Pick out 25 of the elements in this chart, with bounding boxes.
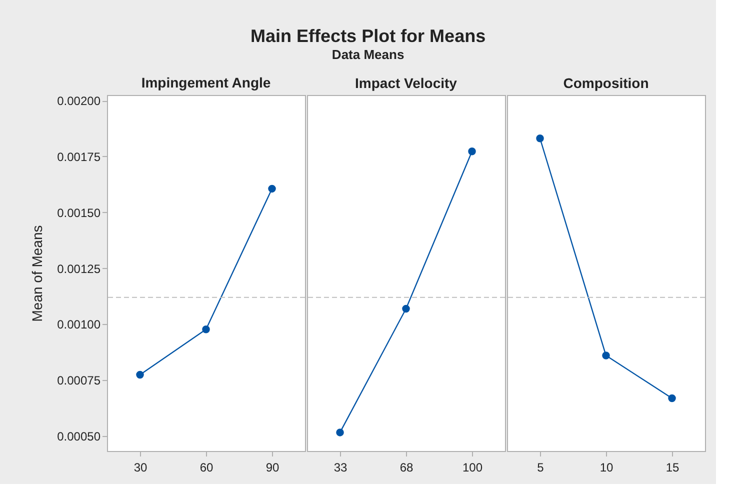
x-tick-label: 100 xyxy=(462,460,483,474)
y-tick-label: 0.00175 xyxy=(57,150,101,164)
y-axis-title: Mean of Means xyxy=(29,225,46,322)
y-tick-label: 0.00050 xyxy=(57,430,101,444)
y-tick-label: 0.00150 xyxy=(57,206,101,220)
chart-title: Main Effects Plot for Means xyxy=(250,26,486,46)
y-tick-label: 0.00125 xyxy=(57,262,101,276)
x-tick-label: 10 xyxy=(600,460,614,474)
x-tick-label: 90 xyxy=(266,460,280,474)
chart-subtitle: Data Means xyxy=(332,47,404,62)
x-tick-label: 5 xyxy=(537,460,544,474)
x-tick-label: 68 xyxy=(400,460,414,474)
x2-axis-title: Impact Velocity xyxy=(355,75,458,91)
point xyxy=(268,184,276,193)
y-tick-label: 0.00075 xyxy=(57,374,101,388)
point xyxy=(136,370,144,379)
x-tick-label: 15 xyxy=(666,460,680,474)
point xyxy=(202,325,210,334)
x-tick-label: 60 xyxy=(200,460,214,474)
x2-axis-title: Impingement Angle xyxy=(141,74,271,91)
y-tick-label: 0.00100 xyxy=(57,318,101,332)
x-tick-label: 33 xyxy=(334,460,348,474)
x-tick-label: 30 xyxy=(134,460,148,474)
y-tick-label: 0.00200 xyxy=(57,94,101,108)
x2-axis-title: Composition xyxy=(563,75,649,91)
